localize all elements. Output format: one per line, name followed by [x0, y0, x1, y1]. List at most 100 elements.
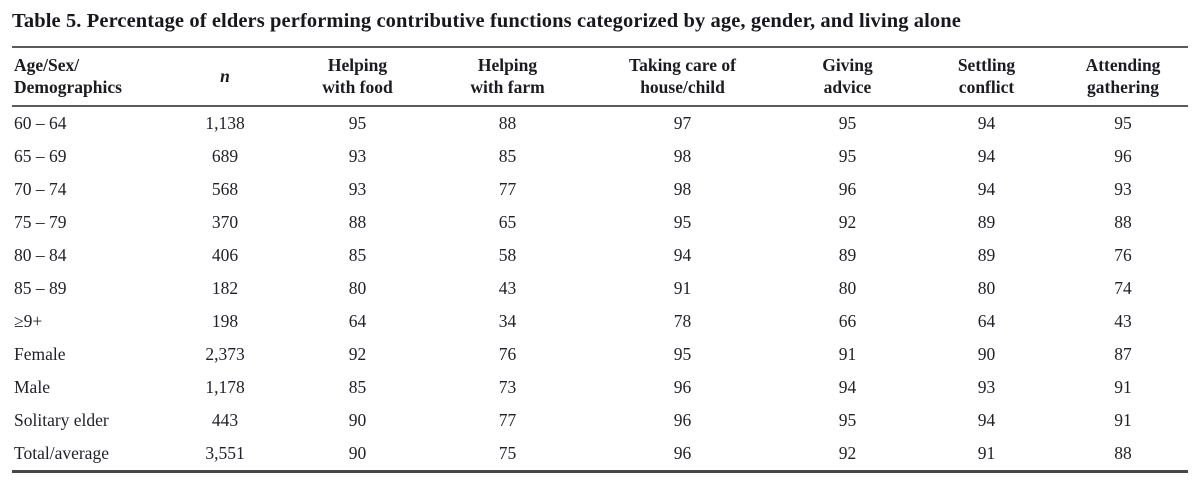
data-table: Age/Sex/Demographics n Helping with food Hel… [12, 46, 1188, 473]
header-label: n [220, 66, 230, 86]
value-cell: 88 [348, 212, 367, 232]
value-cell: 2,373 [205, 344, 245, 364]
header-cell-demographics: Age/Sex/Demographics [12, 47, 165, 107]
header-label: Attending [1085, 55, 1161, 75]
value-cell: 96 [673, 377, 692, 397]
value-cell: 73 [498, 377, 517, 397]
value-cell: 43 [498, 278, 517, 298]
value-cell: 96 [838, 179, 857, 199]
table-row: Total/average 3,551 90 75 96 92 91 88 [12, 437, 1188, 472]
value-cell: 91 [977, 443, 996, 463]
value-cell: 80 [838, 278, 857, 298]
value-cell: 370 [211, 212, 239, 232]
value-cell: 96 [673, 443, 692, 463]
header-label: Age/Sex/ [14, 55, 80, 75]
row-label-cell: 65 – 69 [14, 146, 67, 166]
value-cell: 689 [211, 146, 239, 166]
row-label-cell: Female [14, 344, 66, 364]
value-cell: 91 [1114, 410, 1132, 430]
table-row: Male 1,178 85 73 96 94 93 91 [12, 371, 1188, 404]
value-cell: 198 [211, 311, 239, 331]
header-cell-care-house-child: Taking care of house/child [585, 47, 780, 107]
value-cell: 64 [977, 311, 996, 331]
value-cell: 91 [1114, 377, 1132, 397]
value-cell: 85 [348, 377, 367, 397]
value-cell: 87 [1114, 344, 1132, 364]
value-cell: 94 [673, 245, 692, 265]
value-cell: 76 [1114, 245, 1132, 265]
value-cell: 1,178 [205, 377, 245, 397]
value-cell: 406 [211, 245, 239, 265]
header-label: house/child [640, 77, 725, 97]
header-cell-settling-conflict: Settling conflict [915, 47, 1058, 107]
table-row: 75 – 79 370 88 65 95 92 89 88 [12, 206, 1188, 239]
header-cell-giving-advice: Giving advice [780, 47, 915, 107]
row-label-cell: 70 – 74 [14, 179, 67, 199]
value-cell: 77 [498, 410, 517, 430]
value-cell: 96 [673, 410, 692, 430]
table-row: 65 – 69 689 93 85 98 95 94 96 [12, 140, 1188, 173]
header-label: Helping [327, 55, 388, 75]
table-row: 85 – 89 182 80 43 91 80 80 74 [12, 272, 1188, 305]
value-cell: 34 [498, 311, 517, 331]
header-label: Giving [822, 55, 873, 75]
value-cell: 443 [211, 410, 239, 430]
value-cell: 94 [977, 410, 996, 430]
table-row: 80 – 84 406 85 58 94 89 89 76 [12, 239, 1188, 272]
header-label: conflict [958, 77, 1015, 97]
value-cell: 85 [348, 245, 367, 265]
value-cell: 90 [348, 443, 367, 463]
table-caption: Table 5. Percentage of elders performing… [12, 10, 961, 32]
table-body: 60 – 64 1,138 95 88 97 95 94 95 65 – 69 689 93 85 98… [12, 106, 1188, 472]
row-label-cell: 80 – 84 [14, 245, 67, 265]
value-cell: 92 [838, 443, 857, 463]
value-cell: 64 [348, 311, 367, 331]
page: Table 5. Percentage of elders performing… [12, 10, 1188, 473]
value-cell: 66 [838, 311, 857, 331]
value-cell: 88 [498, 113, 517, 133]
value-cell: 91 [673, 278, 692, 298]
row-label-cell: 85 – 89 [14, 278, 67, 298]
header-label: Helping [477, 55, 538, 75]
row-label-cell: 60 – 64 [14, 113, 67, 133]
value-cell: 90 [348, 410, 367, 430]
value-cell: 93 [348, 146, 367, 166]
value-cell: 95 [838, 410, 857, 430]
value-cell: 1,138 [205, 113, 245, 133]
value-cell: 95 [673, 344, 692, 364]
value-cell: 98 [673, 146, 692, 166]
value-cell: 77 [498, 179, 517, 199]
row-label-cell: ≥9+ [14, 311, 43, 331]
header-label: with farm [470, 77, 545, 97]
header-label: Settling [957, 55, 1016, 75]
value-cell: 95 [838, 113, 857, 133]
value-cell: 78 [673, 311, 692, 331]
value-cell: 95 [673, 212, 692, 232]
value-cell: 92 [838, 212, 857, 232]
value-cell: 58 [498, 245, 517, 265]
value-cell: 93 [348, 179, 367, 199]
header-cell-helping-farm: Helping with farm [430, 47, 585, 107]
value-cell: 92 [348, 344, 367, 364]
header-label: advice [823, 77, 872, 97]
value-cell: 89 [838, 245, 857, 265]
value-cell: 75 [498, 443, 517, 463]
value-cell: 568 [211, 179, 239, 199]
row-label-cell: Solitary elder [14, 410, 109, 430]
row-label-cell: Total/average [14, 443, 109, 463]
table-row: Female 2,373 92 76 95 91 90 87 [12, 338, 1188, 371]
value-cell: 94 [977, 146, 996, 166]
value-cell: 88 [1114, 212, 1132, 232]
header-cell-n: n [165, 47, 285, 107]
value-cell: 98 [673, 179, 692, 199]
header-cell-helping-food: Helping with food [285, 47, 430, 107]
value-cell: 91 [838, 344, 857, 364]
value-cell: 95 [1114, 113, 1132, 133]
value-cell: 43 [1114, 311, 1132, 331]
value-cell: 95 [838, 146, 857, 166]
value-cell: 80 [977, 278, 996, 298]
table-row: 60 – 64 1,138 95 88 97 95 94 95 [12, 106, 1188, 140]
value-cell: 74 [1114, 278, 1132, 298]
header-label: Taking care of [629, 55, 736, 75]
value-cell: 93 [1114, 179, 1132, 199]
